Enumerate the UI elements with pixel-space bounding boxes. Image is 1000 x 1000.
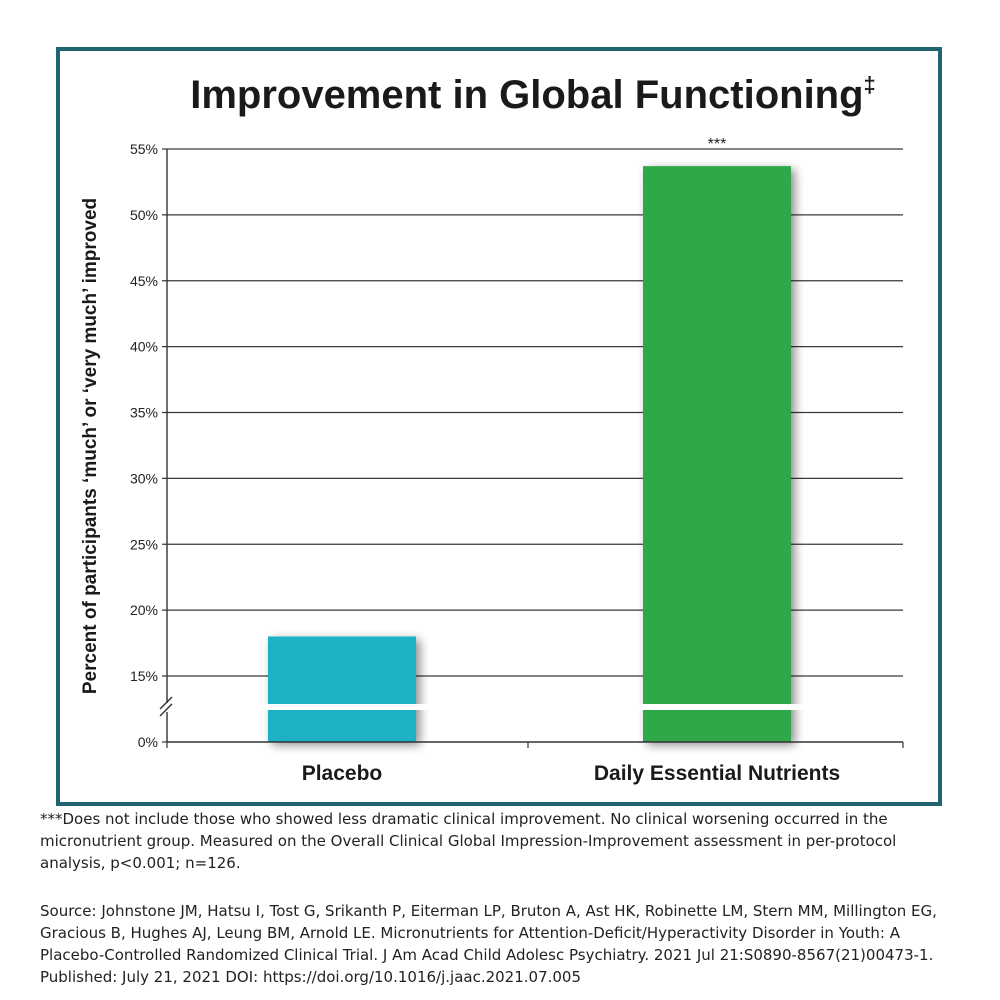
- bar-daily-essential-nutrients: [643, 166, 791, 742]
- y-tick-label: 25%: [130, 536, 158, 552]
- y-tick-label: 50%: [130, 207, 158, 223]
- chart-frame: [56, 47, 942, 806]
- y-tick-label: 40%: [130, 339, 158, 355]
- y-tick-label: 0%: [138, 734, 158, 750]
- footnote: ***Does not include those who showed les…: [40, 810, 897, 872]
- x-category-label: Daily Essential Nutrients: [594, 762, 840, 785]
- y-tick-label: 30%: [130, 470, 158, 486]
- y-tick-label: 15%: [130, 668, 158, 684]
- x-category-label: Placebo: [302, 762, 383, 785]
- axis-break-band: [169, 704, 901, 710]
- y-tick-label: 45%: [130, 273, 158, 289]
- y-tick-label: 35%: [130, 405, 158, 421]
- significance-marker: ***: [708, 136, 727, 153]
- bar-placebo: [268, 636, 416, 742]
- title-dagger-mark: ‡: [864, 72, 876, 97]
- chart-title: Improvement in Global Functioning‡: [190, 72, 876, 117]
- source-citation: Source: Johnstone JM, Hatsu I, Tost G, S…: [40, 902, 937, 986]
- y-axis-label: Percent of participants ‘much’ or ‘very …: [80, 198, 101, 694]
- y-tick-label: 55%: [130, 141, 158, 157]
- axis-break-mark: [159, 703, 173, 717]
- axis-break-mark: [159, 696, 173, 710]
- y-tick-label: 20%: [130, 602, 158, 618]
